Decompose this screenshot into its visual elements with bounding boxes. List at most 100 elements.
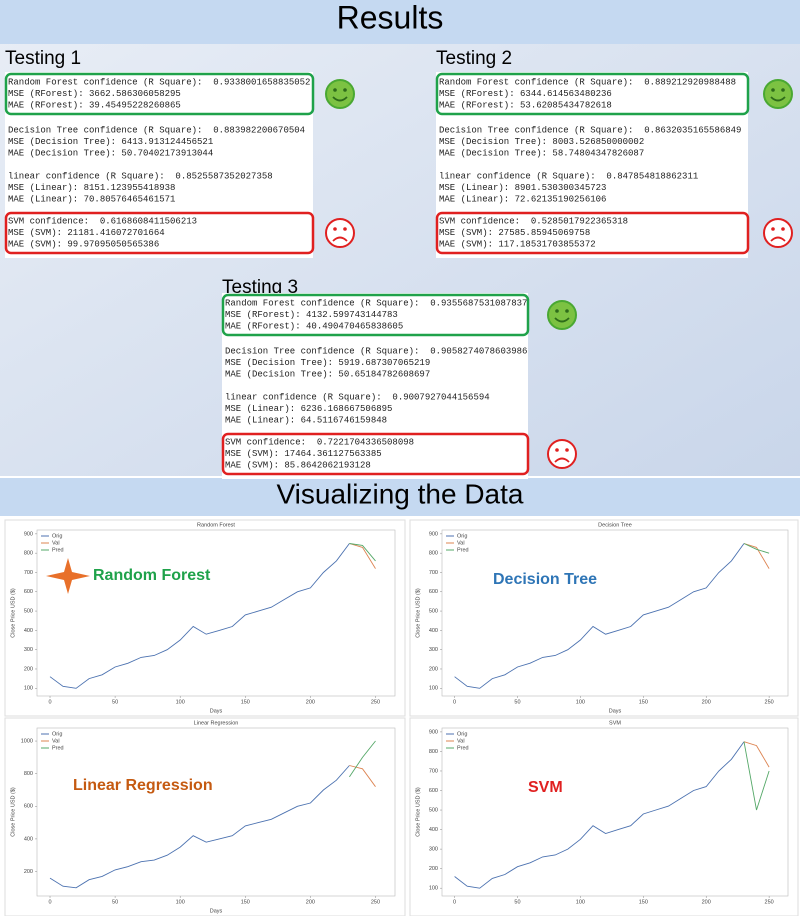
eye (555, 448, 559, 452)
y-tick-label: 800 (24, 771, 33, 777)
y-axis-label: Close Price USD ($) (10, 787, 16, 837)
eye (555, 309, 559, 313)
y-tick-label: 900 (429, 531, 438, 537)
legend-label: Pred (457, 547, 469, 553)
legend-label: Val (52, 738, 60, 744)
eye (333, 88, 337, 92)
result-line: MSE (Decision Tree): 8003.526850000002 (439, 137, 644, 147)
plot-area (441, 727, 789, 897)
y-tick-label: 600 (24, 804, 33, 810)
result-line: MSE (SVM): 21181.416072701664 (8, 228, 165, 238)
y-tick-label: 300 (429, 847, 438, 853)
x-tick-label: 200 (702, 899, 711, 905)
mouth (770, 96, 786, 102)
result-line: Decision Tree confidence (R Square): 0.8… (8, 125, 305, 135)
legend-label: Orig (457, 533, 467, 539)
y-tick-label: 600 (24, 589, 33, 595)
worst-box (435, 211, 750, 255)
x-tick-label: 250 (371, 699, 380, 705)
series-line (743, 741, 770, 811)
eye (343, 88, 347, 92)
result-line: MSE (RForest): 6344.614563480236 (439, 89, 612, 99)
legend-label: Orig (457, 731, 467, 737)
x-tick-label: 150 (241, 899, 250, 905)
mouth (332, 236, 348, 242)
eye (333, 227, 337, 231)
result-line: MSE (SVM): 27585.85945069758 (439, 228, 590, 238)
result-line: MSE (Decision Tree): 6413.913124456521 (8, 137, 213, 147)
eye (781, 227, 785, 231)
y-tick-label: 700 (429, 768, 438, 774)
plot-area (36, 727, 396, 897)
result-line: MAE (SVM): 99.97095050565386 (8, 239, 159, 249)
y-tick-label: 300 (429, 647, 438, 653)
y-tick-label: 700 (429, 570, 438, 576)
y-tick-label: 400 (429, 827, 438, 833)
worst-box (4, 211, 315, 255)
result-line: MAE (Decision Tree): 58.74804347826087 (439, 148, 644, 158)
section-title: Visualizing the Data (277, 478, 524, 509)
x-axis-label: Days (210, 708, 223, 714)
x-tick-label: 250 (371, 899, 380, 905)
chart-title: Decision Tree (598, 522, 632, 528)
y-tick-label: 100 (429, 886, 438, 892)
y-tick-label: 600 (429, 589, 438, 595)
x-tick-label: 200 (306, 699, 315, 705)
y-tick-label: 100 (429, 686, 438, 692)
result-line: MSE (RForest): 3662.586306058295 (8, 89, 181, 99)
best-box (4, 72, 315, 116)
series-line (349, 543, 376, 569)
x-tick-label: 100 (176, 699, 185, 705)
series-line (743, 543, 770, 554)
result-line: MAE (RForest): 39.45495228260865 (8, 100, 181, 110)
series-line (349, 543, 376, 562)
series-line (743, 741, 770, 768)
section-bar (0, 478, 800, 516)
x-tick-label: 0 (48, 699, 51, 705)
result-line: Decision Tree confidence (R Square): 0.8… (439, 125, 741, 135)
x-tick-label: 100 (576, 699, 585, 705)
x-tick-label: 150 (241, 699, 250, 705)
y-tick-label: 800 (24, 551, 33, 557)
series-line (454, 741, 745, 889)
smiley-icon (763, 79, 793, 109)
result-line: SVM confidence: 0.5285017922365318 (439, 216, 628, 226)
result-line: MAE (Decision Tree): 50.65184782608697 (225, 369, 430, 379)
result-line: SVM confidence: 0.6168608411506213 (8, 216, 197, 226)
result-line: MSE (RForest): 4132.599743144783 (225, 310, 398, 320)
eye (771, 227, 775, 231)
result-line: MAE (Linear): 64.5116746159848 (225, 415, 387, 425)
result-panel (436, 72, 748, 258)
y-tick-label: 900 (429, 729, 438, 735)
best-box (435, 72, 750, 116)
result-line: linear confidence (R Square): 0.90079270… (225, 392, 490, 402)
legend-label: Val (457, 738, 465, 744)
frown-icon (763, 218, 793, 248)
y-tick-label: 600 (429, 788, 438, 794)
x-tick-label: 250 (765, 899, 774, 905)
mouth (554, 457, 570, 463)
chart-title: Random Forest (197, 522, 235, 528)
x-tick-label: 0 (48, 899, 51, 905)
legend-label: Val (52, 540, 60, 546)
legend-label: Orig (52, 731, 62, 737)
legend-label: Val (457, 540, 465, 546)
mouth (332, 96, 348, 102)
y-tick-label: 500 (429, 609, 438, 615)
y-tick-label: 200 (429, 666, 438, 672)
test-title: Testing 1 (5, 48, 81, 69)
result-panel (222, 293, 528, 479)
result-line: MAE (Linear): 70.80576465461571 (8, 194, 175, 204)
x-tick-label: 150 (639, 899, 648, 905)
x-axis-label: Days (609, 708, 622, 714)
star-icon (46, 558, 90, 594)
y-axis-label: Close Price USD ($) (10, 588, 16, 638)
result-line: SVM confidence: 0.7221704336508098 (225, 437, 414, 447)
series-line (743, 543, 770, 569)
mouth (554, 317, 570, 323)
result-line: linear confidence (R Square): 0.84785481… (439, 171, 698, 181)
result-line: Random Forest confidence (R Square): 0.8… (439, 77, 736, 87)
plot-area (441, 529, 789, 697)
y-tick-label: 500 (24, 609, 33, 615)
